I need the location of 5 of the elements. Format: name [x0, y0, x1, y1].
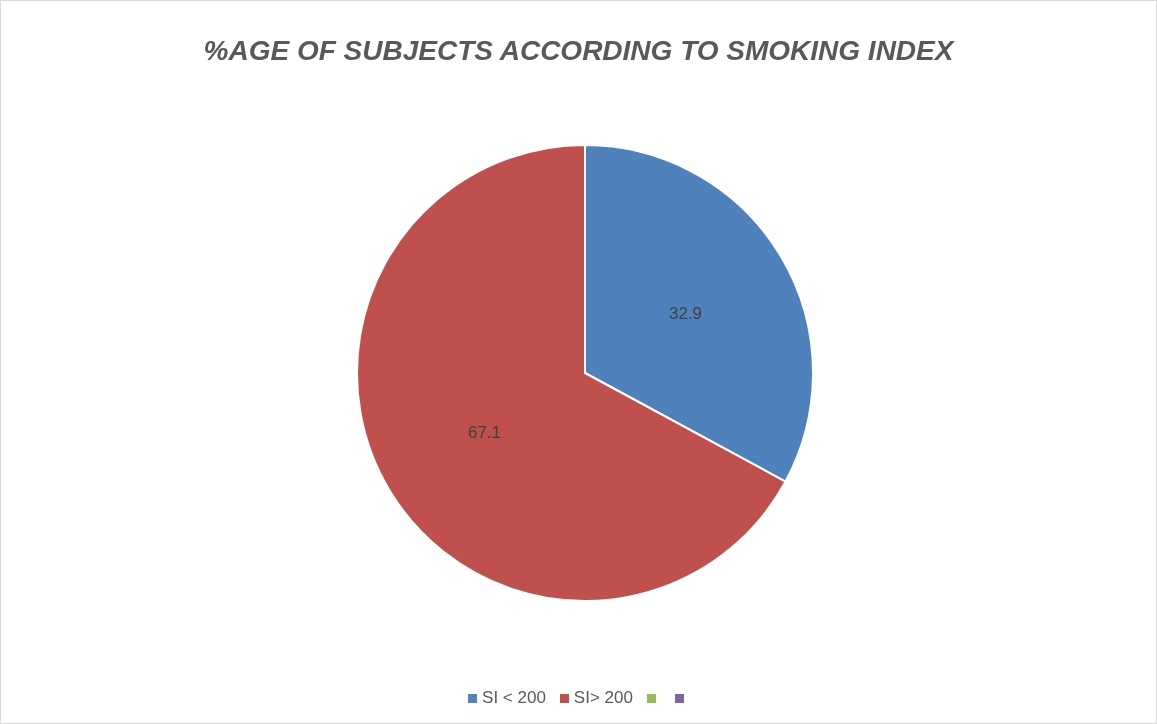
chart-title: %AGE OF SUBJECTS ACCORDING TO SMOKING INDEX [203, 34, 956, 66]
data-label: 32.9 [668, 303, 703, 323]
legend-label: SI> 200 [573, 688, 633, 708]
legend-label: SI < 200 [482, 688, 546, 708]
data-label: 67.1 [467, 423, 502, 443]
